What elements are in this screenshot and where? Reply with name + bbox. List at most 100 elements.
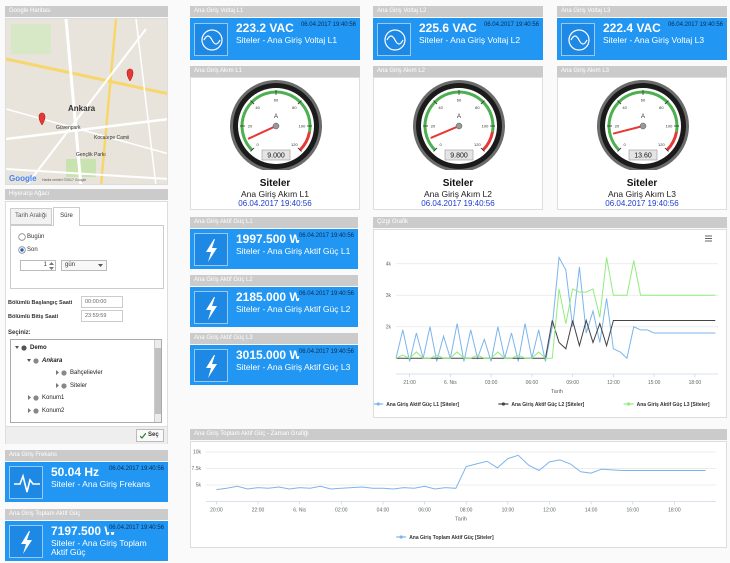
- time-input[interactable]: 23:59:59: [81, 310, 123, 322]
- tree-node[interactable]: Siteler: [70, 382, 88, 389]
- card-value: 3015.000 W: [236, 348, 301, 362]
- x-tick-label: 06:00: [526, 380, 539, 386]
- panel-header: Hiyerarşi Ağacı: [5, 189, 168, 200]
- x-axis-title: Tarih: [551, 389, 563, 395]
- tab[interactable]: Tarih Aralığı: [10, 208, 52, 225]
- gauge-tick-label: 60: [274, 98, 279, 103]
- gauge-tick-label: 100: [666, 124, 673, 129]
- y-tick-label: 10k: [193, 450, 202, 456]
- gauge-tick-label: 120: [658, 142, 665, 147]
- panel-header: Ana Giriş Toplam Aktif Güç - Zaman Grafi…: [190, 429, 727, 440]
- card-value: 2185.000 W: [236, 290, 301, 304]
- tab-content: Bugün Son 1 gün: [10, 225, 164, 289]
- gauge-site: Siteler: [442, 178, 474, 189]
- icon-wave: [386, 34, 404, 45]
- card-date: 06.04.2017 19:40:56: [296, 291, 354, 298]
- road: [26, 28, 147, 184]
- radio[interactable]: [18, 246, 26, 254]
- tree-node[interactable]: Konum2: [42, 408, 65, 414]
- chart: 5k 7.5k 10k 20:00 22:00 6. Nis 02:00 04:00 06:00…: [192, 450, 716, 541]
- y-tick-label: 3k: [386, 293, 392, 299]
- icon-wave: [203, 34, 221, 45]
- panel-header: Ana Giriş Aktif Güç L1: [190, 217, 358, 228]
- node-icon: [33, 395, 39, 401]
- card-value: 223.2 VAC: [236, 21, 294, 35]
- info-card: 1997.500 W Siteler - Ana Giriş Aktif Güç …: [190, 229, 358, 269]
- node-icon: [33, 408, 39, 414]
- info-card: 7197.500 W Siteler - Ana Giriş Toplam Akt…: [5, 521, 168, 561]
- x-tick-label: 06:00: [418, 508, 431, 514]
- chart-panel: 5k 7.5k 10k 20:00 22:00 6. Nis 02:00 04:00 06:00…: [190, 441, 727, 548]
- gauge-value-label: 13.60: [634, 153, 652, 160]
- chart-menu[interactable]: [705, 235, 712, 242]
- gauge-unit: A: [457, 114, 461, 120]
- map-footer: Harita verileri ©2017 Google: [42, 178, 86, 182]
- gauge-value-box: [628, 149, 658, 161]
- gauge-tick-label: 100: [482, 124, 489, 129]
- gauge-value-box: [261, 149, 291, 161]
- tree-node[interactable]: Ankara: [42, 357, 63, 364]
- tree-node[interactable]: Konum1: [42, 395, 65, 402]
- x-tick-label: 18:00: [689, 380, 702, 386]
- x-tick-label: 04:00: [377, 508, 390, 514]
- x-tick-label: 6. Nis: [444, 380, 457, 386]
- select-button[interactable]: Seç: [136, 429, 164, 442]
- radio-dot: [20, 248, 24, 252]
- icon: [206, 296, 217, 320]
- gauge: 0 20 40 60 80 100 120 A 9.800: [413, 80, 505, 170]
- tree-icon: [28, 408, 39, 414]
- node-icon: [21, 345, 27, 351]
- y-tick-label: 5k: [196, 483, 202, 489]
- x-tick-label: 15:00: [648, 380, 661, 386]
- radio[interactable]: [18, 233, 26, 241]
- button-bar: Seç: [6, 426, 167, 444]
- card-subtitle: Siteler - Ana Giriş Toplam Aktif Güç: [51, 538, 147, 557]
- gauge-site: Siteler: [259, 178, 291, 189]
- x-tick-label: 03:00: [485, 380, 498, 386]
- gauge-tick: [297, 100, 302, 105]
- road: [64, 19, 83, 184]
- icon-pulse: [14, 472, 40, 492]
- map-canvas: Ankara Güvenpark Kocatepe Camii Gençlik Par…: [6, 19, 167, 184]
- expander: [28, 408, 31, 413]
- info-card: 222.4 VAC Siteler - Ana Giriş Voltaj L3 06…: [557, 18, 727, 60]
- map-marker: [126, 68, 134, 82]
- radio-label: Bugün: [27, 234, 45, 240]
- legend-dot: [376, 402, 380, 406]
- map-place-label: Güvenpark: [56, 125, 81, 131]
- icon-box: [377, 22, 411, 56]
- time-input[interactable]: 00:00:00: [81, 296, 123, 308]
- tree-node[interactable]: Bahçelievler: [70, 370, 103, 377]
- legend-dot: [501, 402, 505, 406]
- icon: [384, 28, 406, 51]
- gauge-tick: [250, 147, 255, 152]
- card-date: 06.04.2017 19:40:56: [296, 349, 354, 356]
- spin-input[interactable]: 1: [20, 260, 56, 271]
- panel-header: Ana Giriş Aktif Güç L3: [190, 333, 358, 344]
- icon-box: [561, 22, 595, 56]
- x-tick-label: 08:00: [460, 508, 473, 514]
- icon-circle: [384, 28, 406, 51]
- icon-box: [194, 22, 228, 56]
- card-subtitle: Siteler - Ana Giriş Aktif Güç L1: [236, 246, 351, 256]
- tree-icon: [56, 370, 67, 376]
- check: [140, 433, 146, 439]
- hierarchy-panel: Tarih Aralığı Süre Bugün Son 1 gün Bölümlü Baş…: [5, 201, 168, 444]
- select-arrow: [98, 264, 103, 267]
- road: [6, 168, 167, 180]
- icon-bolt: [206, 354, 217, 378]
- node-icon: [61, 370, 67, 376]
- gauge-needle: [612, 125, 644, 135]
- unit-select[interactable]: gün: [61, 260, 107, 271]
- park: [11, 24, 51, 54]
- x-tick-label: 16:00: [626, 508, 639, 514]
- y-tick-label: 7.5k: [192, 466, 202, 472]
- card-subtitle: Siteler - Ana Giriş Frekans: [51, 479, 151, 489]
- gauge-name: Ana Giriş Akım L2: [423, 189, 493, 199]
- tab-active[interactable]: Süre: [53, 207, 80, 226]
- card-value: 7197.500 W: [51, 524, 116, 538]
- tree-node[interactable]: Demo: [30, 345, 47, 351]
- card-subtitle: Siteler - Ana Giriş Voltaj L1: [236, 35, 338, 45]
- info-card: 3015.000 W Siteler - Ana Giriş Aktif Güç …: [190, 345, 358, 385]
- icon: [21, 530, 32, 554]
